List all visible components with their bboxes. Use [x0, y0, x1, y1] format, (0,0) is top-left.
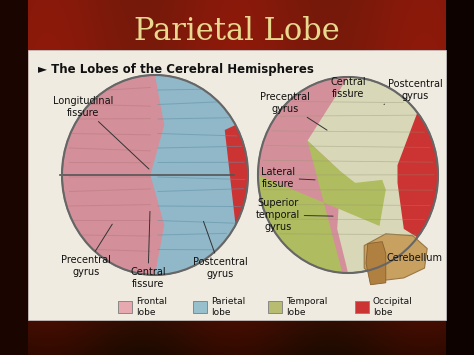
- Text: Longitudinal
fissure: Longitudinal fissure: [53, 96, 149, 169]
- Text: Parietal Lobe: Parietal Lobe: [134, 16, 340, 48]
- Polygon shape: [0, 0, 28, 355]
- Polygon shape: [258, 141, 386, 273]
- FancyBboxPatch shape: [355, 301, 369, 313]
- Polygon shape: [364, 234, 427, 281]
- Text: Occipital
lobe: Occipital lobe: [373, 297, 413, 317]
- FancyBboxPatch shape: [268, 301, 282, 313]
- Text: Parietal
lobe: Parietal lobe: [211, 297, 245, 317]
- Text: Precentral
gyrus: Precentral gyrus: [260, 92, 327, 130]
- Text: Postcentral
gyrus: Postcentral gyrus: [192, 221, 247, 279]
- FancyBboxPatch shape: [28, 50, 446, 320]
- Polygon shape: [150, 75, 248, 275]
- Text: Precentral
gyrus: Precentral gyrus: [61, 224, 112, 277]
- Text: Central
fissure: Central fissure: [330, 77, 366, 99]
- Polygon shape: [258, 77, 348, 273]
- Text: Central
fissure: Central fissure: [130, 211, 166, 289]
- Text: Temporal
lobe: Temporal lobe: [286, 297, 328, 317]
- Text: Superior
temporal
gyrus: Superior temporal gyrus: [256, 198, 333, 231]
- Polygon shape: [446, 0, 474, 355]
- Text: Frontal
lobe: Frontal lobe: [136, 297, 167, 317]
- Text: Lateral
fissure: Lateral fissure: [261, 167, 315, 189]
- Polygon shape: [366, 242, 386, 285]
- Text: Postcentral
gyrus: Postcentral gyrus: [384, 79, 442, 104]
- Ellipse shape: [62, 75, 248, 275]
- FancyBboxPatch shape: [193, 301, 207, 313]
- FancyBboxPatch shape: [118, 301, 132, 313]
- Text: Cerebellum: Cerebellum: [387, 253, 443, 263]
- Polygon shape: [398, 113, 438, 237]
- Ellipse shape: [258, 77, 438, 273]
- Polygon shape: [225, 125, 248, 225]
- Text: ► The Lobes of the Cerebral Hemispheres: ► The Lobes of the Cerebral Hemispheres: [38, 63, 314, 76]
